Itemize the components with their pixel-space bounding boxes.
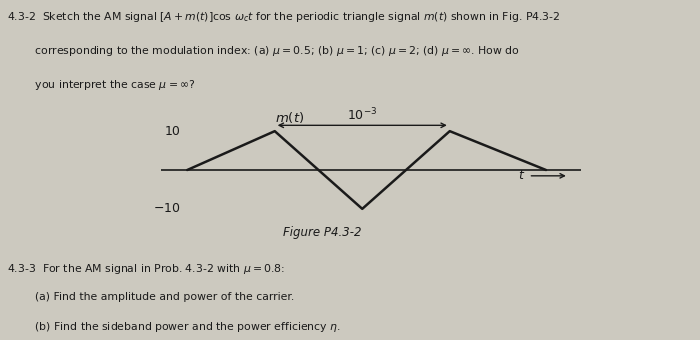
Text: corresponding to the modulation index: (a) $\mu = 0.5$; (b) $\mu = 1$; (c) $\mu : corresponding to the modulation index: (…	[7, 44, 520, 58]
Text: $m(t)$: $m(t)$	[274, 110, 304, 125]
Text: 4.3-3  For the AM signal in Prob. 4.3-2 with $\mu = 0.8$:: 4.3-3 For the AM signal in Prob. 4.3-2 w…	[7, 262, 285, 276]
Text: you interpret the case $\mu = \infty$?: you interpret the case $\mu = \infty$?	[7, 78, 195, 92]
Text: (a) Find the amplitude and power of the carrier.: (a) Find the amplitude and power of the …	[7, 292, 294, 302]
Text: $t$: $t$	[518, 169, 525, 182]
Text: $-10$: $-10$	[153, 202, 181, 215]
Text: (b) Find the sideband power and the power efficiency $\eta$.: (b) Find the sideband power and the powe…	[7, 320, 341, 334]
Text: $10^{-3}$: $10^{-3}$	[347, 107, 377, 123]
Text: 4.3-2  Sketch the AM signal $[A+m(t)]\cos\,\omega_c t$ for the periodic triangle: 4.3-2 Sketch the AM signal $[A+m(t)]\cos…	[7, 10, 561, 24]
Text: 10: 10	[164, 125, 181, 138]
Text: Figure P4.3-2: Figure P4.3-2	[283, 226, 361, 239]
